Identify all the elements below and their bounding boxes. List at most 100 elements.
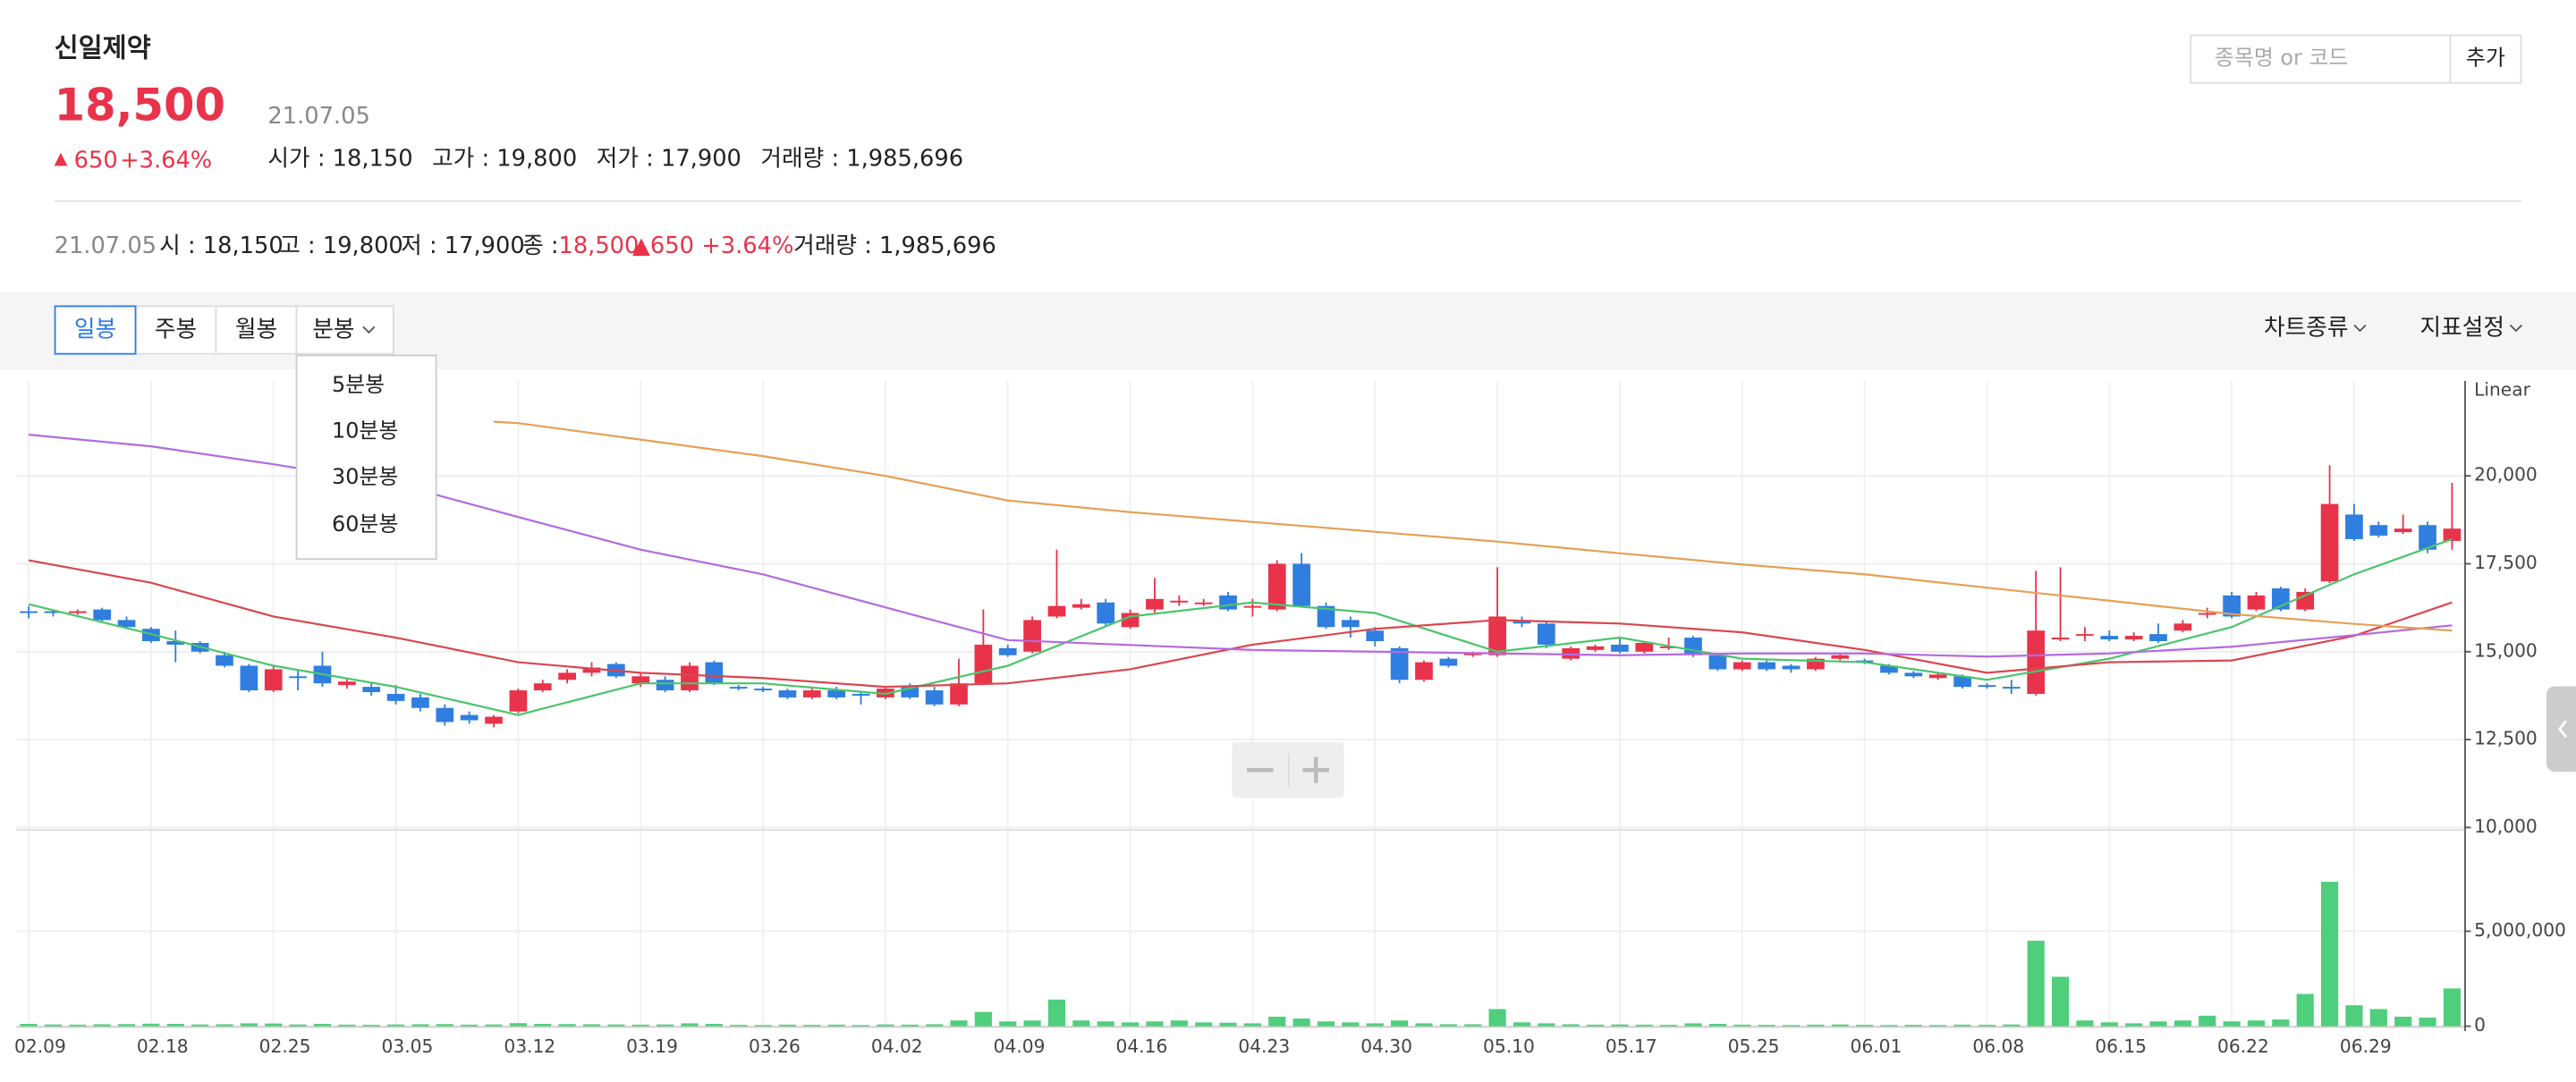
menu[interactable]: 지표설정 <box>2420 315 2505 342</box>
info-change-pct: +3.64% <box>701 232 793 259</box>
candle-body <box>1146 598 1164 610</box>
volume-bar <box>1562 1024 1580 1027</box>
menu[interactable]: 차트종류 <box>2264 315 2349 342</box>
volume-bar <box>2369 1009 2387 1027</box>
volume-bar <box>2100 1022 2118 1027</box>
moving-average <box>493 420 2453 632</box>
volume-bar <box>2199 1015 2216 1027</box>
dropdown <box>295 354 437 561</box>
volume-bar <box>2076 1020 2094 1027</box>
volume-bar <box>607 1024 625 1027</box>
candle-body <box>2345 514 2363 539</box>
candle-body <box>1733 662 1751 670</box>
add-button[interactable] <box>2449 34 2522 84</box>
candle-body <box>582 667 601 673</box>
candle-body <box>2369 525 2388 537</box>
dropdown-item[interactable]: 5분봉 <box>332 372 385 397</box>
volume-bar <box>461 1024 479 1027</box>
volume-bar <box>2345 1005 2363 1027</box>
volume-bar <box>754 1025 772 1027</box>
volume-bar <box>657 1024 674 1027</box>
candle-body <box>1047 605 1066 617</box>
tab-label: 분봉 <box>312 317 354 343</box>
volume-bar <box>20 1024 38 1027</box>
candle-body <box>1488 616 1506 655</box>
x-tick-label: 06.29 <box>2340 1036 2392 1057</box>
candle-body <box>2247 595 2266 610</box>
volume-bar <box>1538 1023 1555 1027</box>
volume-bar <box>313 1024 332 1027</box>
candle-body <box>411 697 429 708</box>
volume-bar <box>2125 1023 2143 1027</box>
volume-bar <box>265 1023 283 1027</box>
volume-bar <box>1122 1022 1140 1027</box>
volume-bar <box>2003 1024 2021 1027</box>
volume-bar <box>1146 1021 1164 1027</box>
tab-label: 일봉 <box>74 317 116 343</box>
scale-label: Linear <box>2474 378 2530 400</box>
search-input[interactable] <box>2190 34 2452 84</box>
candle-body <box>289 676 307 679</box>
volume-bar <box>2296 993 2314 1027</box>
candle-body <box>1708 655 1727 670</box>
info-volume: 거래량 : 1,985,696 <box>793 232 996 259</box>
info-date: 21.07.05 <box>55 232 157 259</box>
volume-bar <box>1758 1025 1775 1027</box>
y-tick-label: 17,500 <box>2474 552 2538 573</box>
dropdown-item[interactable]: 10분봉 <box>332 418 398 443</box>
dropdown-item[interactable]: 60분봉 <box>332 511 398 537</box>
open: 시가 : 18,150 <box>267 146 412 173</box>
dropdown-item[interactable]: 30분봉 <box>332 464 398 489</box>
side-panel-toggle[interactable] <box>2546 686 2576 772</box>
tab[interactable] <box>54 305 137 355</box>
chevron <box>2353 324 2367 333</box>
candle-body <box>362 687 381 693</box>
volume-bar <box>1708 1024 1726 1027</box>
volume-bar <box>509 1023 527 1027</box>
volume-bar <box>852 1025 870 1027</box>
x-tick-label: 05.17 <box>1606 1036 1657 1057</box>
volume-bar <box>1464 1024 1482 1027</box>
x-tick-label: 03.05 <box>382 1036 434 1057</box>
volume-bar <box>2443 988 2461 1027</box>
tabs: 주봉 월봉 분봉 일봉 <box>54 305 394 355</box>
x-tick-label: 05.10 <box>1483 1036 1535 1057</box>
candle-body <box>1782 665 1801 670</box>
volume-bar <box>582 1024 601 1027</box>
info-change: ▲650 <box>632 232 694 259</box>
y-tick-label: 15,000 <box>2474 639 2538 661</box>
x-tick-label: 06.22 <box>2217 1036 2269 1057</box>
candle-body <box>1463 653 1482 655</box>
volume-bar <box>2247 1020 2266 1027</box>
volume-bar <box>1880 1025 1898 1027</box>
volume-bar <box>2419 1018 2436 1027</box>
candle-body <box>925 690 944 705</box>
candle-body <box>386 693 405 701</box>
candle-body <box>1928 674 1947 679</box>
candle-body <box>1170 600 1189 603</box>
y-tick-label: 0 <box>2474 1014 2486 1036</box>
y-tick-label: 20,000 <box>2474 464 2538 486</box>
volume-bar <box>778 1024 797 1027</box>
candle-body <box>20 611 38 613</box>
candle-body <box>729 687 748 689</box>
volume-bar <box>1047 999 1066 1027</box>
candle-body <box>2149 634 2167 641</box>
volume-bar <box>926 1024 944 1027</box>
y-tick-label: 10,000 <box>2474 816 2538 837</box>
chevron <box>2509 324 2523 333</box>
info-close-label: 종 : <box>522 232 558 259</box>
candle-body <box>754 689 772 691</box>
tab-label: 월봉 <box>235 317 277 343</box>
date: 21.07.05 <box>267 103 369 130</box>
candle-body <box>631 676 650 684</box>
tab[interactable] <box>295 305 394 355</box>
volume-bar <box>1366 1023 1384 1027</box>
volume-bar <box>1488 1009 1506 1027</box>
candle-body <box>1831 655 1850 659</box>
candle-body <box>974 644 993 684</box>
candle-body <box>1292 563 1311 606</box>
candle-body <box>1807 658 1825 670</box>
volume-bar <box>1586 1024 1605 1027</box>
